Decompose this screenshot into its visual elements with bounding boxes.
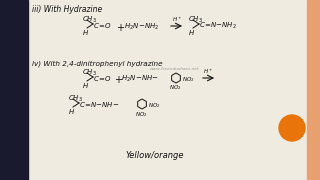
Text: $CH_3$: $CH_3$ bbox=[188, 15, 203, 25]
Text: $C\!=\!O$: $C\!=\!O$ bbox=[93, 74, 111, 83]
Text: $H^+$: $H^+$ bbox=[203, 67, 213, 76]
Bar bbox=[307, 0, 320, 180]
Text: $H_2N\!-\!NH_2$: $H_2N\!-\!NH_2$ bbox=[124, 22, 159, 32]
Text: $NO_2$: $NO_2$ bbox=[182, 75, 195, 84]
Text: iv) With 2,4-dinitrophenyl hydrazine: iv) With 2,4-dinitrophenyl hydrazine bbox=[32, 60, 163, 67]
Text: $H^+$: $H^+$ bbox=[172, 15, 182, 24]
Text: $CH_3$: $CH_3$ bbox=[68, 94, 83, 104]
Text: $H$: $H$ bbox=[68, 107, 75, 116]
Text: $+$: $+$ bbox=[116, 22, 125, 33]
Text: iii) With Hydrazine: iii) With Hydrazine bbox=[32, 5, 102, 14]
Text: $CH_3$: $CH_3$ bbox=[82, 68, 97, 78]
Text: Yellow/orange: Yellow/orange bbox=[126, 151, 184, 160]
Text: $NO_2$: $NO_2$ bbox=[169, 83, 181, 92]
Text: $+$: $+$ bbox=[114, 74, 123, 85]
Text: $NO_2$: $NO_2$ bbox=[135, 110, 148, 119]
Text: $H$: $H$ bbox=[82, 28, 89, 37]
Text: $C\!=\!O$: $C\!=\!O$ bbox=[93, 21, 111, 30]
Text: $NO_2$: $NO_2$ bbox=[148, 101, 161, 110]
Text: $H_2N\!-\!NH\!-$: $H_2N\!-\!NH\!-$ bbox=[121, 74, 159, 84]
Bar bbox=[0, 0, 28, 180]
Text: www.freeedushare.net: www.freeedushare.net bbox=[150, 67, 200, 71]
Text: $CH_3$: $CH_3$ bbox=[82, 15, 97, 25]
Circle shape bbox=[279, 115, 305, 141]
Text: $H$: $H$ bbox=[188, 28, 195, 37]
Text: $H$: $H$ bbox=[82, 81, 89, 90]
Text: $C\!=\!N\!-\!NH_2$: $C\!=\!N\!-\!NH_2$ bbox=[199, 21, 237, 31]
Text: $C\!=\!N\!-\!NH\!-$: $C\!=\!N\!-\!NH\!-$ bbox=[79, 100, 120, 109]
